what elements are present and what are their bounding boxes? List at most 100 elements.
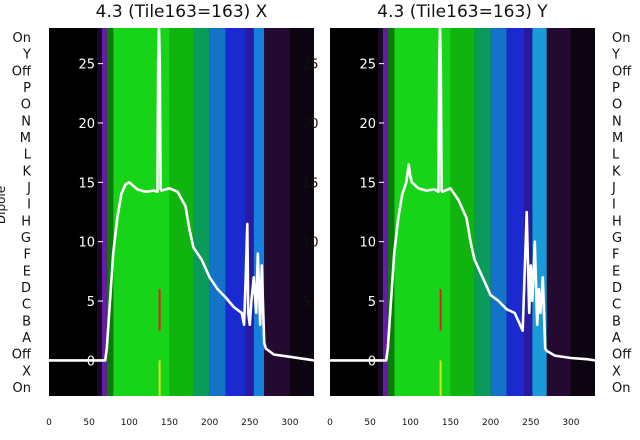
row-label: H xyxy=(612,214,622,229)
heatmap-band xyxy=(289,28,314,396)
y-tick-label: 25 xyxy=(78,58,95,73)
heatmap-band xyxy=(570,28,595,396)
y-tick-label: 15 xyxy=(359,176,376,191)
y-tick-label: 25 xyxy=(359,58,376,73)
row-label: L xyxy=(24,148,32,163)
row-label: I xyxy=(612,198,616,213)
heatmap-bands xyxy=(49,28,314,396)
heatmap-spot-yellow xyxy=(439,360,442,396)
x-tick-label: 250 xyxy=(241,418,258,428)
panel-title: 4.3 (Tile163=163) Y xyxy=(377,2,548,22)
row-label: C xyxy=(612,298,621,313)
row-label: G xyxy=(612,231,622,246)
y-tick-label: 10 xyxy=(78,236,95,251)
x-tick-label: 50 xyxy=(364,418,376,428)
heatmap-band xyxy=(225,28,246,396)
row-label: M xyxy=(612,131,623,146)
x-tick-label: 250 xyxy=(522,418,539,428)
heatmap-band xyxy=(524,28,533,396)
x-tick-label: 0 xyxy=(327,418,333,428)
row-label: M xyxy=(20,131,31,146)
row-label: N xyxy=(21,114,31,129)
row-label: K xyxy=(22,164,31,179)
row-label: D xyxy=(21,281,31,296)
y-tick-label-overflow: 0 xyxy=(302,354,310,369)
panel-title: 4.3 (Tile163=163) X xyxy=(96,2,268,22)
row-label: On xyxy=(612,381,630,396)
row-label: On xyxy=(13,31,31,46)
row-label: F xyxy=(612,248,619,263)
x-tick-label: 200 xyxy=(201,418,218,428)
heatmap-band xyxy=(387,28,395,396)
row-label: G xyxy=(21,231,31,246)
x-tick-label: 150 xyxy=(161,418,178,428)
y-tick-label-overflow: 5 xyxy=(302,295,310,310)
row-label: A xyxy=(612,331,621,346)
row-label: O xyxy=(21,98,31,113)
row-label: E xyxy=(23,264,31,279)
x-tick-label: 50 xyxy=(83,418,95,428)
row-label: C xyxy=(22,298,31,313)
y-tick-label: 5 xyxy=(87,295,95,310)
y-tick-label-overflow: 10 xyxy=(302,236,319,251)
y-tick-label: 10 xyxy=(359,236,376,251)
y-tick-label-overflow: 15 xyxy=(302,176,319,191)
heatmap-band xyxy=(474,28,491,396)
x-tick-label: 100 xyxy=(402,418,419,428)
row-label: O xyxy=(612,98,622,113)
heatmap-band xyxy=(169,28,194,396)
heatmap-band xyxy=(378,28,383,396)
y-tick-label: 15 xyxy=(78,176,95,191)
heatmap-spot-yellow xyxy=(158,360,161,396)
heatmap-band xyxy=(209,28,226,396)
heatmap-band xyxy=(546,28,571,396)
x-tick-label: 0 xyxy=(46,418,52,428)
row-label: Y xyxy=(611,48,620,63)
row-label: B xyxy=(22,314,31,329)
heatmap-band xyxy=(253,28,265,396)
y-tick-label: 0 xyxy=(368,354,376,369)
row-label: J xyxy=(26,181,31,196)
row-label: B xyxy=(612,314,621,329)
heatmap-band xyxy=(490,28,507,396)
row-label: P xyxy=(23,81,31,96)
y-tick-label-overflow: 20 xyxy=(302,117,319,132)
row-label: X xyxy=(22,364,31,379)
row-label: E xyxy=(612,264,620,279)
row-label: J xyxy=(611,181,616,196)
heatmap-band xyxy=(193,28,210,396)
y-tick-label: 20 xyxy=(78,117,95,132)
panel-y: 4.3 (Tile163=163) YOnXOffABCDEFGHIJKLMNO… xyxy=(327,2,632,428)
row-label: Off xyxy=(12,348,32,363)
x-tick-label: 200 xyxy=(482,418,499,428)
series-line xyxy=(330,28,595,362)
heatmap-band xyxy=(245,28,254,396)
heatmap-band xyxy=(506,28,525,396)
row-label: Off xyxy=(612,348,632,363)
x-tick-label: 100 xyxy=(121,418,138,428)
row-label: F xyxy=(24,248,31,263)
row-label: P xyxy=(612,81,620,96)
row-label: A xyxy=(22,331,31,346)
x-tick-label: 150 xyxy=(442,418,459,428)
heatmap-band xyxy=(97,28,102,396)
row-label: Off xyxy=(612,64,632,79)
x-tick-label: 300 xyxy=(562,418,579,428)
y-tick-label-overflow: 25 xyxy=(302,58,319,73)
row-label: On xyxy=(612,31,630,46)
row-label: H xyxy=(21,214,31,229)
y-tick-label: 20 xyxy=(359,117,376,132)
y-tick-label: 5 xyxy=(368,295,376,310)
heatmap-band xyxy=(264,28,290,396)
heatmap-band xyxy=(49,28,98,396)
heatmap-spot-red xyxy=(158,289,161,331)
row-label: I xyxy=(27,198,31,213)
y-axis-label: Dipole xyxy=(0,186,8,224)
heatmap-band xyxy=(330,28,379,396)
row-label: X xyxy=(612,364,621,379)
y-tick-label: 0 xyxy=(87,354,95,369)
row-label: Y xyxy=(22,48,31,63)
row-label: N xyxy=(612,114,622,129)
